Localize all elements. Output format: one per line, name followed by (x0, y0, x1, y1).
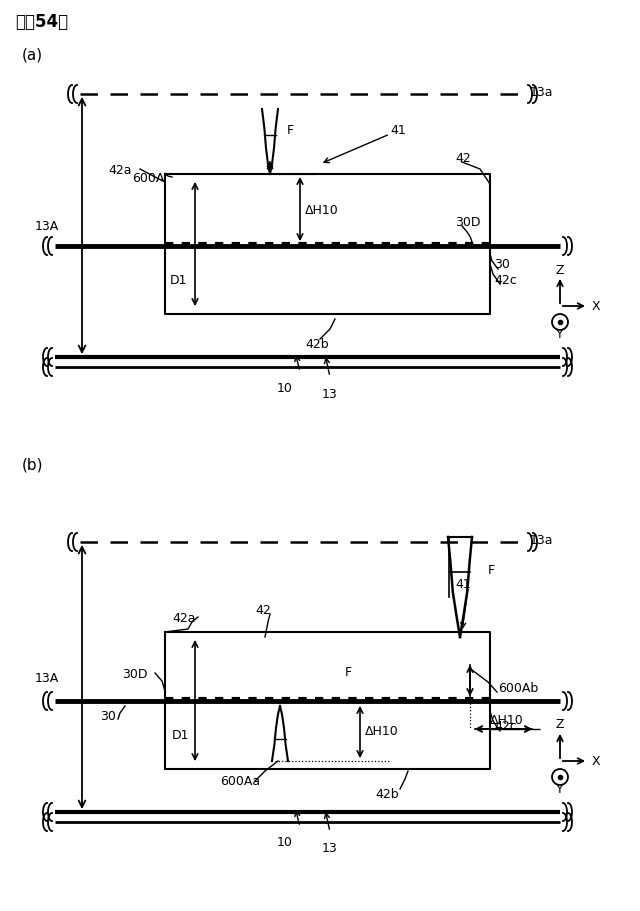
Text: F: F (287, 123, 294, 137)
Text: 42c: 42c (494, 273, 516, 286)
Text: 【図54】: 【図54】 (15, 13, 68, 31)
Text: 10: 10 (277, 835, 293, 848)
Text: 42a: 42a (172, 611, 195, 624)
Text: ΔH10: ΔH10 (305, 204, 339, 217)
Text: 42: 42 (255, 604, 271, 617)
Text: 42: 42 (455, 151, 471, 164)
Text: 42b: 42b (375, 788, 399, 801)
Text: 13a: 13a (530, 86, 554, 98)
Text: 42b: 42b (305, 338, 328, 351)
Text: Z: Z (556, 718, 564, 731)
Text: 42c: 42c (494, 720, 516, 732)
Text: 41: 41 (390, 123, 406, 137)
Text: X: X (592, 754, 600, 768)
Text: (a): (a) (22, 47, 43, 63)
Text: F: F (488, 564, 495, 577)
Text: Z: Z (556, 263, 564, 276)
Text: 30D: 30D (455, 215, 481, 229)
Text: Y: Y (556, 783, 564, 795)
Text: ΔH10: ΔH10 (490, 712, 524, 726)
Text: 600A: 600A (132, 171, 164, 184)
Text: D1: D1 (172, 729, 189, 742)
Text: 600Ab: 600Ab (498, 681, 538, 694)
Text: (b): (b) (22, 457, 44, 472)
Text: 10: 10 (277, 381, 293, 394)
Text: X: X (592, 300, 600, 313)
Text: ΔH10: ΔH10 (365, 725, 399, 738)
Text: 41: 41 (455, 578, 471, 591)
Text: 30: 30 (100, 710, 116, 722)
Text: F: F (345, 665, 352, 678)
Text: 13A: 13A (35, 670, 60, 684)
Text: Y: Y (556, 328, 564, 341)
Text: 42a: 42a (108, 163, 131, 177)
Text: 13: 13 (322, 387, 338, 400)
Text: 13: 13 (322, 842, 338, 855)
Text: 600Aa: 600Aa (220, 774, 260, 788)
Text: 30: 30 (494, 258, 510, 271)
Text: 13a: 13a (530, 533, 554, 546)
Text: 30D: 30D (122, 667, 147, 680)
Text: 13A: 13A (35, 220, 60, 232)
Text: D1: D1 (170, 273, 188, 286)
